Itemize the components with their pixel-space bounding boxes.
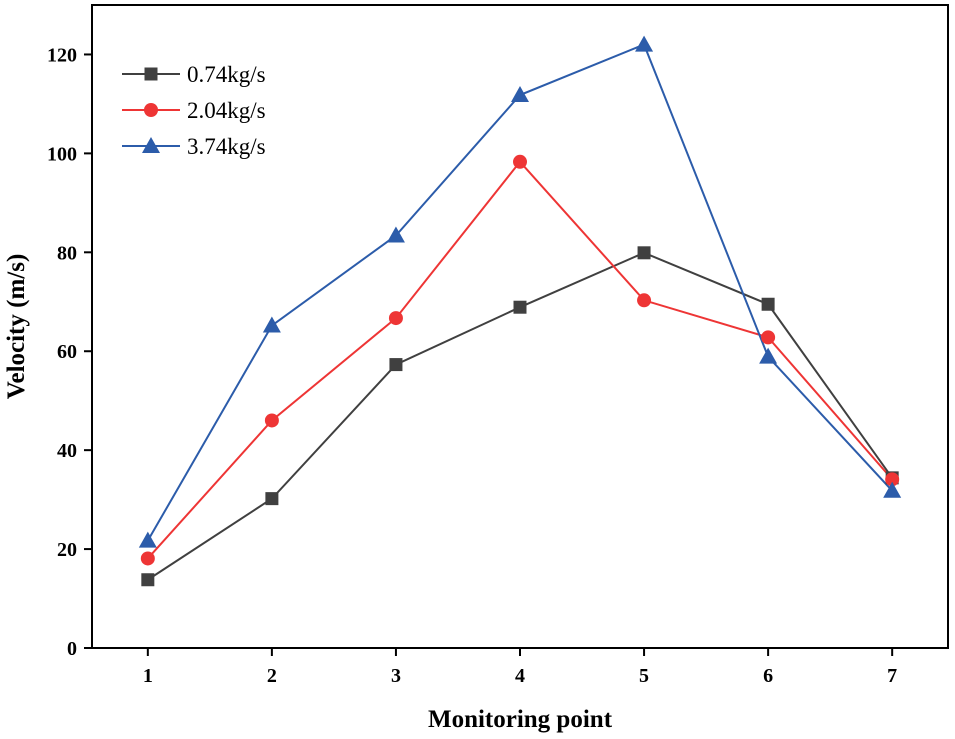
data-point-circle <box>637 293 652 308</box>
x-tick-label: 4 <box>515 665 525 687</box>
data-point-circle <box>388 311 403 326</box>
data-point-square <box>265 492 279 506</box>
x-axis-title: Monitoring point <box>428 706 613 733</box>
legend-label: 2.04kg/s <box>187 98 266 123</box>
series-markers <box>138 35 902 587</box>
legend-marker-triangle <box>142 137 160 153</box>
data-point-square <box>761 297 775 311</box>
data-point-triangle <box>386 226 405 243</box>
legend-label: 0.74kg/s <box>187 62 266 87</box>
series-line-circle <box>147 160 893 560</box>
data-point-circle <box>761 330 776 345</box>
legend-marker-circle <box>144 103 158 117</box>
data-point-circle <box>264 413 279 428</box>
plot-frame <box>91 4 949 649</box>
data-point-square <box>513 300 527 314</box>
data-point-square <box>389 358 403 372</box>
data-point-triangle <box>635 35 654 52</box>
data-point-circle <box>513 154 527 169</box>
data-point-triangle <box>262 316 281 333</box>
axis-ticks: 1 2 3 4 5 6 7 0 20 40 60 80 100 120 <box>47 44 897 687</box>
y-tick-label: 40 <box>57 440 77 462</box>
data-point-triangle <box>883 481 902 498</box>
y-tick-label: 100 <box>47 143 77 165</box>
y-axis-title: Velocity (m/s) <box>3 254 30 400</box>
y-tick-label: 60 <box>57 341 77 363</box>
data-point-circle <box>885 472 900 487</box>
data-point-square <box>141 573 155 587</box>
y-tick-label: 80 <box>57 242 77 264</box>
data-point-triangle <box>511 86 529 103</box>
data-point-triangle <box>759 347 778 364</box>
y-tick-label: 20 <box>57 539 77 561</box>
x-tick-label: 1 <box>143 665 153 687</box>
x-tick-label: 6 <box>763 665 773 687</box>
legend-label: 3.74kg/s <box>187 134 266 159</box>
legend: 0.74kg/s 2.04kg/s 3.74kg/s <box>122 62 266 159</box>
data-point-square <box>637 246 651 260</box>
y-tick-label: 0 <box>67 638 77 660</box>
x-tick-label: 2 <box>267 665 277 687</box>
y-tick-label: 120 <box>47 44 77 66</box>
legend-marker-square <box>144 67 158 81</box>
data-point-circle <box>140 551 155 566</box>
x-tick-label: 5 <box>639 665 649 687</box>
data-point-triangle <box>138 531 157 548</box>
x-tick-label: 7 <box>887 665 897 687</box>
x-tick-label: 3 <box>391 665 401 687</box>
